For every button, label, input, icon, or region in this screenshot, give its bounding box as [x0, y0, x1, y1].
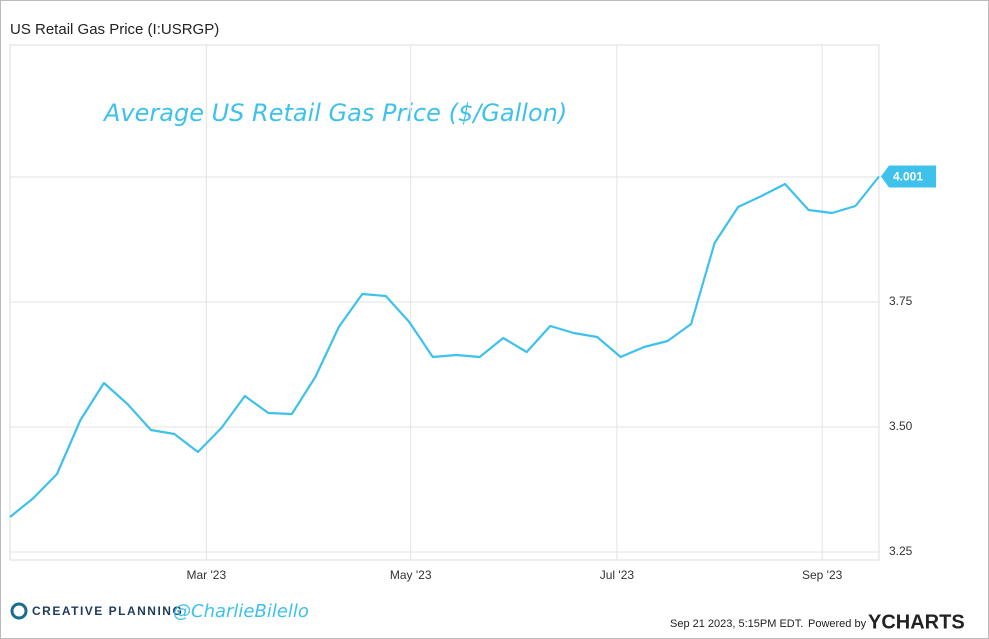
last-value-label: 4.001 [893, 170, 923, 184]
footer: CREATIVE PLANNING @CharlieBilello Sep 21… [10, 601, 965, 633]
powered-by: Powered by [808, 618, 867, 630]
handle: @CharlieBilello [173, 601, 309, 622]
line [9, 175, 880, 518]
y-tick-label: 3.50 [889, 419, 913, 433]
x-tick-label: Sep '23 [802, 568, 843, 582]
x-tick-label: Jul '23 [600, 568, 635, 582]
provider: YCHARTS [868, 611, 965, 633]
brand: CREATIVE PLANNING [32, 604, 183, 618]
brand-icon [10, 602, 28, 620]
x-tick-label: Mar '23 [187, 568, 227, 582]
chart-title: US Retail Gas Price (I:USRGP) [10, 21, 219, 38]
annotation: Average US Retail Gas Price ($/Gallon) [102, 99, 567, 127]
y-tick-label: 3.75 [889, 294, 913, 308]
y-tick-label: 3.25 [889, 544, 913, 558]
timestamp: Sep 21 2023, 5:15PM EDT. [670, 618, 803, 630]
last-value-badge [881, 165, 936, 188]
x-tick-label: May '23 [390, 568, 432, 582]
